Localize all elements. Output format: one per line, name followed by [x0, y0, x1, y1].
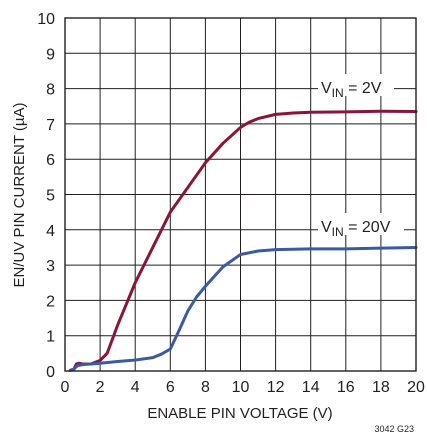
- x-tick-label: 4: [131, 379, 140, 396]
- x-tick-label: 6: [166, 379, 175, 396]
- y-tick-label: 9: [46, 46, 55, 63]
- series-label-bg-2v: [318, 74, 394, 96]
- x-tick-label: 8: [201, 379, 210, 396]
- x-tick-label: 14: [302, 379, 320, 396]
- x-tick-label: 2: [96, 379, 105, 396]
- y-tick-label: 8: [46, 82, 55, 99]
- series-line-vin-20v: [68, 245, 418, 372]
- y-axis-title: EN/UV PIN CURRENT (µA): [11, 102, 28, 287]
- y-tick-label: 6: [46, 152, 55, 169]
- x-tick-label: 0: [61, 379, 70, 396]
- x-tick-label: 12: [267, 379, 285, 396]
- y-tick-label: 5: [46, 188, 55, 205]
- y-tick-label: 2: [46, 293, 55, 310]
- x-axis-title: ENABLE PIN VOLTAGE (V): [147, 405, 332, 422]
- y-tick-label: 10: [37, 11, 55, 28]
- figure-code: 3042 G23: [374, 424, 414, 434]
- series-lines: [68, 109, 418, 372]
- x-tick-label: 16: [337, 379, 355, 396]
- series-label-20v: VIN = 20V: [321, 219, 391, 239]
- y-tick-label: 1: [46, 329, 55, 346]
- series-line-vin-2v: [68, 109, 418, 372]
- x-tick-label: 10: [232, 379, 250, 396]
- x-tick-label: 20: [407, 379, 425, 396]
- series-label-2v: VIN = 2V: [321, 80, 382, 100]
- series-label-bg-20v: [318, 213, 404, 235]
- x-tick-label: 18: [372, 379, 390, 396]
- y-tick-label: 7: [46, 117, 55, 134]
- y-tick-label: 4: [46, 223, 55, 240]
- grid-lines: [64, 17, 417, 372]
- y-tick-label: 3: [46, 258, 55, 275]
- y-tick-label: 0: [46, 364, 55, 381]
- plot-frame: [64, 17, 417, 372]
